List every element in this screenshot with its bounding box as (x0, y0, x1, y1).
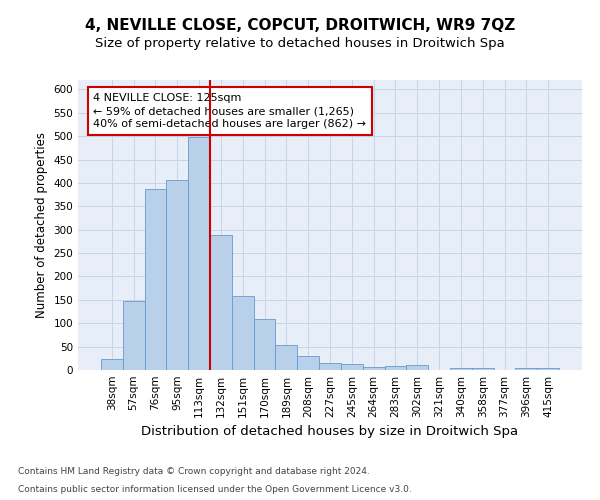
Bar (145, 188, 166, 370)
Bar (537, 368, 559, 370)
Y-axis label: Number of detached properties: Number of detached properties (35, 132, 48, 318)
Bar (232, 296, 254, 370)
Bar (123, 301, 145, 370)
Bar (254, 320, 275, 370)
Bar (275, 345, 297, 370)
Bar (188, 136, 210, 370)
Text: Contains HM Land Registry data © Crown copyright and database right 2024.: Contains HM Land Registry data © Crown c… (18, 467, 370, 476)
Text: 4 NEVILLE CLOSE: 125sqm
← 59% of detached houses are smaller (1,265)
40% of semi: 4 NEVILLE CLOSE: 125sqm ← 59% of detache… (93, 93, 366, 130)
X-axis label: Distribution of detached houses by size in Droitwich Spa: Distribution of detached houses by size … (142, 426, 518, 438)
Bar (101, 359, 123, 370)
Bar (166, 180, 188, 370)
Text: Contains public sector information licensed under the Open Government Licence v3: Contains public sector information licen… (18, 485, 412, 494)
Bar (363, 367, 385, 370)
Bar (406, 366, 428, 370)
Text: Size of property relative to detached houses in Droitwich Spa: Size of property relative to detached ho… (95, 38, 505, 51)
Bar (515, 368, 537, 370)
Bar (472, 368, 494, 370)
Text: 4, NEVILLE CLOSE, COPCUT, DROITWICH, WR9 7QZ: 4, NEVILLE CLOSE, COPCUT, DROITWICH, WR9… (85, 18, 515, 32)
Bar (297, 356, 319, 370)
Bar (210, 235, 232, 370)
Bar (450, 368, 472, 370)
Bar (341, 364, 363, 370)
Bar (385, 366, 406, 370)
Bar (319, 362, 341, 370)
